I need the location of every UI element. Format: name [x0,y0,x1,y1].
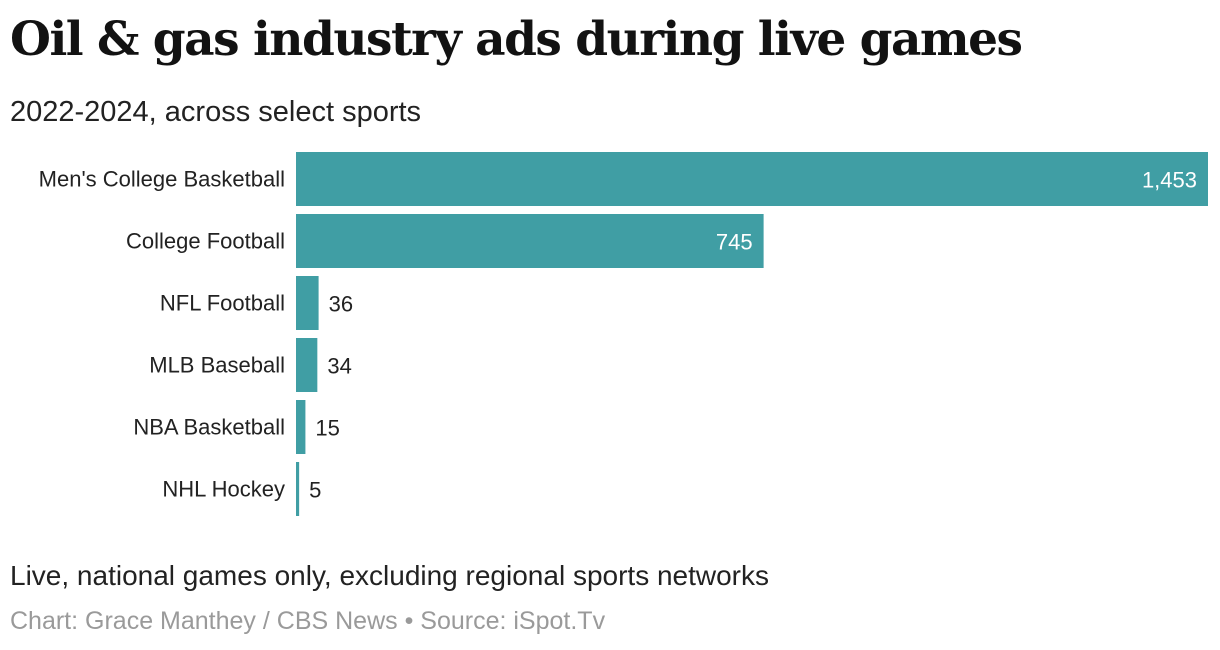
category-label: NHL Hockey [162,477,285,502]
bar [296,462,300,516]
category-label: NFL Football [160,291,285,316]
chart-title: Oil & gas industry ads during live games [10,12,1023,67]
category-label: College Football [126,229,285,254]
bar [296,214,764,268]
value-label: 5 [309,478,321,503]
chart-note: Live, national games only, excluding reg… [10,560,770,591]
category-label: MLB Baseball [149,353,285,378]
bar-chart: Men's College Basketball 1,453 College Foo… [39,152,1208,516]
bar [296,338,318,392]
value-label: 15 [315,416,339,441]
bar [296,400,306,454]
value-label: 745 [716,230,753,255]
category-label: Men's College Basketball [39,167,285,192]
bar [296,276,319,330]
bar [296,152,1208,206]
category-label: NBA Basketball [133,415,285,440]
value-label: 34 [327,354,351,379]
value-label: 36 [329,292,353,317]
value-label: 1,453 [1142,168,1197,193]
chart-credit: Chart: Grace Manthey / CBS News • Source… [10,607,606,635]
chart-subtitle: 2022-2024, across select sports [10,96,422,128]
